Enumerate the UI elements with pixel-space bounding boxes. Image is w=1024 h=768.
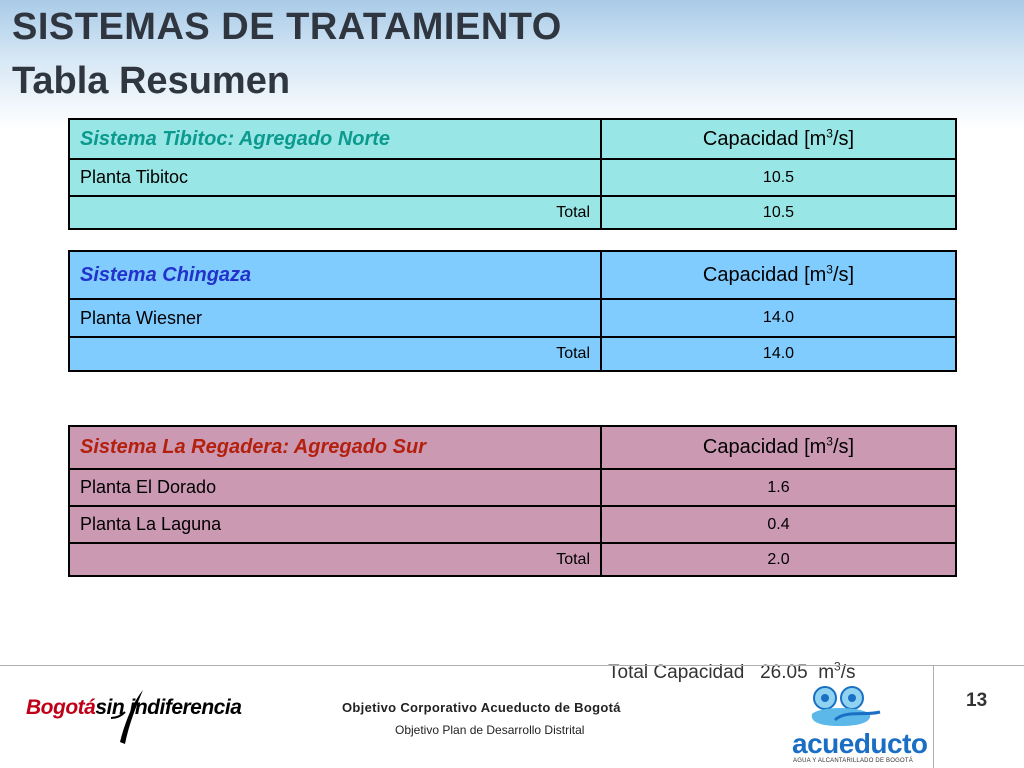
table-total-row: Total 2.0 [68,542,957,577]
plant-value: 1.6 [600,468,957,507]
plant-name: Planta Tibitoc [68,158,602,197]
table-row: Planta La Laguna 0.4 [68,505,957,544]
plant-name: Planta El Dorado [68,468,602,507]
total-value: 14.0 [600,336,957,372]
system-name: Sistema Chingaza [68,250,602,300]
page-title: SISTEMAS DE TRATAMIENTO [12,6,562,48]
table-header-row: Sistema Chingaza Capacidad [m3/s] [68,250,957,300]
district-objective: Objetivo Plan de Desarrollo Distrital [395,723,585,737]
table-total-row: Total 14.0 [68,336,957,372]
capacity-header: Capacidad [m3/s] [600,425,957,470]
plant-value: 14.0 [600,298,957,338]
bogota-logo-text: Bogotásin indiferencia [26,696,242,719]
total-label: Total [68,542,602,577]
page-subtitle: Tabla Resumen [12,60,291,102]
plant-value: 10.5 [600,158,957,197]
total-value: 10.5 [600,195,957,230]
system-name: Sistema La Regadera: Agregado Sur [68,425,602,470]
table-tibitoc: Sistema Tibitoc: Agregado Norte Capacida… [68,118,957,230]
total-label: Total [68,195,602,230]
total-label: Total [68,336,602,372]
capacity-header: Capacidad [m3/s] [600,250,957,300]
table-total-row: Total 10.5 [68,195,957,230]
footer-divider-vertical [933,665,934,768]
table-chingaza: Sistema Chingaza Capacidad [m3/s] Planta… [68,250,957,372]
table-header-row: Sistema La Regadera: Agregado Sur Capaci… [68,425,957,470]
plant-name: Planta Wiesner [68,298,602,338]
frog-icon [811,686,881,726]
plant-value: 0.4 [600,505,957,544]
footer-divider [0,665,1024,666]
acueducto-logo-subtext: AGUA Y ALCANTARILLADO DE BOGOTÁ [793,758,913,764]
table-header-row: Sistema Tibitoc: Agregado Norte Capacida… [68,118,957,160]
capacity-header: Capacidad [m3/s] [600,118,957,160]
header-band [0,0,1024,130]
corporate-objective: Objetivo Corporativo Acueducto de Bogotá [342,700,621,715]
total-capacity-value: 26.05 [760,662,808,683]
table-la-regadera: Sistema La Regadera: Agregado Sur Capaci… [68,425,957,577]
total-capacity-label: Total Capacidad [608,662,745,683]
total-value: 2.0 [600,542,957,577]
table-row: Planta El Dorado 1.6 [68,468,957,507]
acueducto-logo-text: acueducto [792,728,928,759]
plant-name: Planta La Laguna [68,505,602,544]
page-number: 13 [966,690,988,711]
system-name: Sistema Tibitoc: Agregado Norte [68,118,602,160]
total-capacity: Total Capacidad 26.05 m3/s [608,659,856,683]
bogota-logo-swoosh [110,690,143,744]
table-row: Planta Tibitoc 10.5 [68,158,957,197]
table-row: Planta Wiesner 14.0 [68,298,957,338]
